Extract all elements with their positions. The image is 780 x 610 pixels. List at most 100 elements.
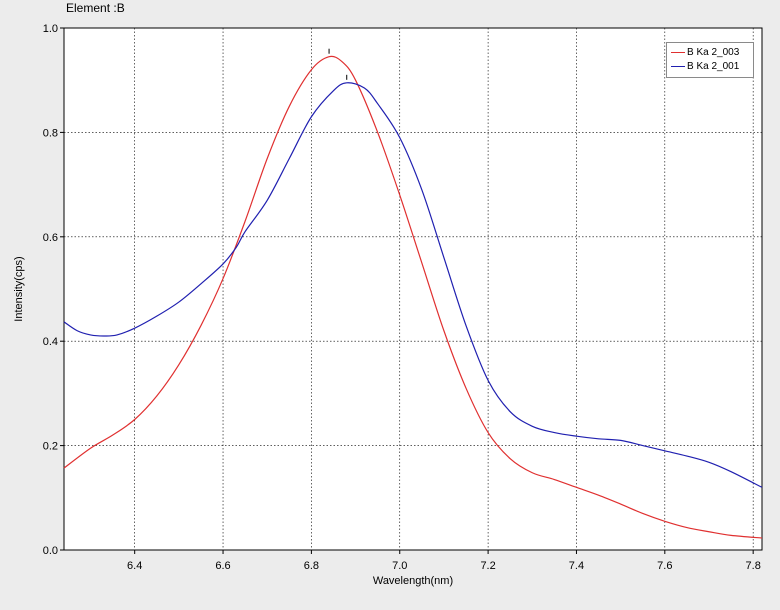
- series-2-point: [465, 324, 468, 327]
- series-2-point: [177, 301, 180, 304]
- series-2-point: [707, 461, 710, 464]
- legend-swatch-2: [671, 65, 685, 67]
- series-1-point: [553, 478, 556, 481]
- x-tick-label: 6.6: [215, 560, 230, 572]
- series-2-point: [398, 136, 401, 139]
- series-2-point: [116, 333, 119, 336]
- series-2-point: [761, 486, 764, 489]
- series-2-point: [487, 379, 490, 382]
- series-1-point: [398, 194, 401, 197]
- y-tick-label: 0.4: [43, 336, 58, 348]
- series-1-point: [288, 105, 291, 108]
- series-1-point: [707, 530, 710, 533]
- x-axis-label: Wavelength(nm): [373, 575, 453, 587]
- series-1-point: [266, 157, 269, 160]
- y-tick-label: 0.8: [43, 127, 58, 139]
- series-2-point: [575, 435, 578, 438]
- series-2-point: [420, 188, 423, 191]
- series-2-point: [102, 334, 105, 337]
- x-axis-ticks: 6.4 6.6 6.8 7.0 7.2 7.4 7.6 7.8: [127, 550, 761, 572]
- legend: B Ka 2_003 B Ka 2_001: [666, 42, 754, 78]
- grid: [64, 27, 762, 551]
- series-1-point: [199, 324, 202, 327]
- series-line-2: [63, 82, 763, 488]
- series-2-point: [266, 199, 269, 202]
- x-tick-label: 7.2: [480, 560, 495, 572]
- series-1-point: [465, 387, 468, 390]
- plot-area: [63, 27, 763, 551]
- series-2-point: [641, 444, 644, 447]
- series-2-point: [376, 102, 379, 105]
- series-2-point: [730, 470, 733, 473]
- series-1-point: [442, 329, 445, 332]
- series-2-point: [244, 230, 247, 233]
- series-2-point: [442, 256, 445, 259]
- series-2-point: [597, 437, 600, 440]
- series-2-point: [619, 439, 622, 442]
- series-1-point: [328, 55, 331, 58]
- legend-item-2: B Ka 2_001: [671, 60, 739, 73]
- series-2-point: [199, 282, 202, 285]
- series-1-point: [619, 503, 622, 506]
- series-1-point: [509, 457, 512, 460]
- x-tick-label: 7.8: [746, 560, 761, 572]
- series-1-point: [597, 494, 600, 497]
- y-tick-label: 0.2: [43, 441, 58, 453]
- series-1-point: [420, 261, 423, 264]
- legend-label-1: B Ka 2_003: [687, 47, 740, 58]
- series-2-point: [663, 449, 666, 452]
- series-2-point: [155, 315, 158, 318]
- series-1-point: [63, 467, 66, 470]
- series-2-point: [76, 329, 79, 332]
- series-1-point: [133, 418, 136, 421]
- series-2-point: [509, 410, 512, 413]
- series-2-point: [63, 320, 66, 323]
- series-1-point: [354, 79, 357, 82]
- y-tick-label: 0.0: [43, 545, 58, 557]
- legend-item-1: B Ka 2_003: [671, 46, 739, 59]
- series-1-point: [177, 363, 180, 366]
- series-1-point: [663, 520, 666, 523]
- series-2-point: [363, 87, 366, 90]
- legend-label-2: B Ka 2_001: [687, 61, 740, 72]
- series-2-point: [531, 425, 534, 428]
- series-1-point: [111, 434, 114, 437]
- legend-swatch-1: [671, 51, 685, 53]
- y-tick-label: 1.0: [43, 23, 58, 35]
- series-2-point: [345, 81, 348, 84]
- series-1-point: [487, 431, 490, 434]
- x-tick-label: 6.8: [304, 560, 319, 572]
- series-2-point: [685, 455, 688, 458]
- series-1-point: [730, 534, 733, 537]
- series-1-point: [575, 486, 578, 489]
- x-tick-label: 7.0: [392, 560, 407, 572]
- series-1-point: [222, 277, 225, 280]
- series-line-1: [63, 55, 763, 539]
- series-2-point: [332, 89, 335, 92]
- series-1-point: [761, 536, 764, 539]
- series-1-point: [310, 68, 313, 71]
- series-1-point: [244, 220, 247, 223]
- y-axis-ticks: 0.0 0.2 0.4 0.6 0.8 1.0: [43, 23, 64, 557]
- y-tick-label: 0.6: [43, 232, 58, 244]
- series-1-point: [341, 60, 344, 63]
- series-1-point: [376, 131, 379, 134]
- x-tick-label: 7.4: [569, 560, 584, 572]
- series-1-point: [531, 471, 534, 474]
- series-2-point: [133, 327, 136, 330]
- series-2-point: [235, 246, 238, 249]
- y-axis-label: Intensity(cps): [13, 256, 25, 321]
- series-1-point: [685, 526, 688, 529]
- series-2-point: [222, 262, 225, 265]
- x-tick-label: 6.4: [127, 560, 142, 572]
- series-2-point: [310, 115, 313, 118]
- series-1-point: [89, 447, 92, 450]
- series-1-point: [155, 395, 158, 398]
- series-2-point: [553, 431, 556, 434]
- series-2-point: [89, 333, 92, 336]
- x-tick-label: 7.6: [657, 560, 672, 572]
- chart-title: Element :B: [66, 1, 125, 15]
- series-group: [63, 48, 764, 539]
- series-1-point: [641, 512, 644, 515]
